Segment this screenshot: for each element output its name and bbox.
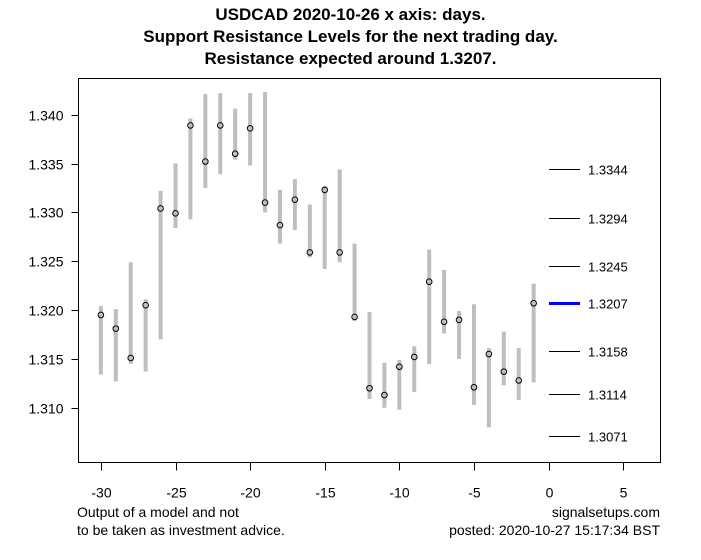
level-label: 1.3344 bbox=[588, 163, 628, 178]
x-tick-label: -25 bbox=[166, 485, 186, 501]
x-tick-label: -15 bbox=[315, 485, 335, 501]
x-tick-label: -10 bbox=[389, 485, 409, 501]
level-label: 1.3245 bbox=[588, 260, 628, 275]
chart-title-line-2: Support Resistance Levels for the next t… bbox=[143, 27, 558, 46]
y-tick-label: 1.330 bbox=[28, 205, 63, 221]
y-tick-label: 1.320 bbox=[28, 303, 63, 319]
disclaimer-line-1: Output of a model and not bbox=[77, 504, 239, 520]
close-point bbox=[321, 186, 329, 194]
close-point bbox=[351, 313, 358, 321]
source-info: signalsetups.com posted: 2020-10-27 15:1… bbox=[449, 503, 660, 539]
y-tick-label: 1.325 bbox=[28, 254, 63, 270]
chart-title-line-3: Resistance expected around 1.3207. bbox=[204, 49, 497, 68]
level-label: 1.3294 bbox=[588, 212, 628, 227]
x-axis: -30 -25 -20 -15 -10 -5 0 5 bbox=[91, 462, 628, 501]
y-tick-label: 1.315 bbox=[28, 352, 63, 368]
close-point bbox=[455, 316, 463, 324]
y-axis: 1.340 1.335 1.330 1.325 1.320 1.315 1.310 bbox=[28, 108, 79, 417]
close-point bbox=[216, 122, 224, 129]
close-points bbox=[97, 122, 537, 399]
close-point bbox=[231, 150, 239, 158]
x-tick-label: 5 bbox=[620, 485, 628, 501]
close-point bbox=[500, 368, 508, 375]
chart-title: USDCAD 2020-10-26 x axis: days. Support … bbox=[0, 4, 701, 70]
close-point bbox=[172, 210, 179, 217]
close-point bbox=[261, 199, 269, 206]
close-point bbox=[336, 249, 343, 256]
x-tick-label: -5 bbox=[468, 485, 481, 501]
close-point bbox=[440, 318, 448, 326]
posted-timestamp: posted: 2020-10-27 15:17:34 BST bbox=[449, 522, 660, 538]
close-point bbox=[485, 350, 493, 358]
disclaimer: Output of a model and not to be taken as… bbox=[77, 503, 285, 539]
close-point bbox=[142, 301, 149, 309]
close-point bbox=[187, 122, 194, 129]
disclaimer-line-2: to be taken as investment advice. bbox=[77, 522, 285, 538]
close-point bbox=[366, 384, 373, 392]
y-tick-label: 1.335 bbox=[28, 157, 63, 173]
x-tick-label: -20 bbox=[240, 485, 260, 501]
close-point bbox=[515, 377, 523, 384]
x-tick-label: 0 bbox=[546, 485, 554, 501]
close-point bbox=[157, 205, 164, 212]
close-point bbox=[470, 383, 478, 391]
level-label: 1.3158 bbox=[588, 345, 628, 360]
level-label: 1.3207 bbox=[588, 297, 628, 312]
close-point bbox=[291, 196, 299, 203]
support-resistance-levels: 1.3344 1.3294 1.3245 1.3207 1.3158 1.3114 1.30… bbox=[549, 163, 628, 445]
close-point bbox=[530, 299, 537, 307]
close-point bbox=[202, 158, 209, 165]
x-tick-label: -30 bbox=[91, 485, 111, 501]
close-point bbox=[112, 325, 120, 332]
close-point bbox=[410, 353, 418, 361]
close-point bbox=[276, 221, 284, 229]
range-bars bbox=[98, 92, 536, 428]
close-point bbox=[396, 363, 403, 371]
close-point bbox=[306, 249, 314, 256]
chart-title-line-1: USDCAD 2020-10-26 x axis: days. bbox=[215, 5, 486, 24]
y-tick-label: 1.340 bbox=[28, 108, 63, 124]
close-point bbox=[127, 354, 135, 362]
close-point bbox=[97, 311, 105, 319]
y-tick-label: 1.310 bbox=[28, 401, 63, 417]
close-point bbox=[246, 125, 254, 132]
level-label: 1.3071 bbox=[588, 430, 628, 445]
level-label: 1.3114 bbox=[588, 388, 627, 403]
source-site: signalsetups.com bbox=[551, 504, 660, 520]
plot-frame bbox=[78, 78, 661, 463]
close-point bbox=[425, 278, 433, 286]
close-point bbox=[381, 391, 388, 399]
